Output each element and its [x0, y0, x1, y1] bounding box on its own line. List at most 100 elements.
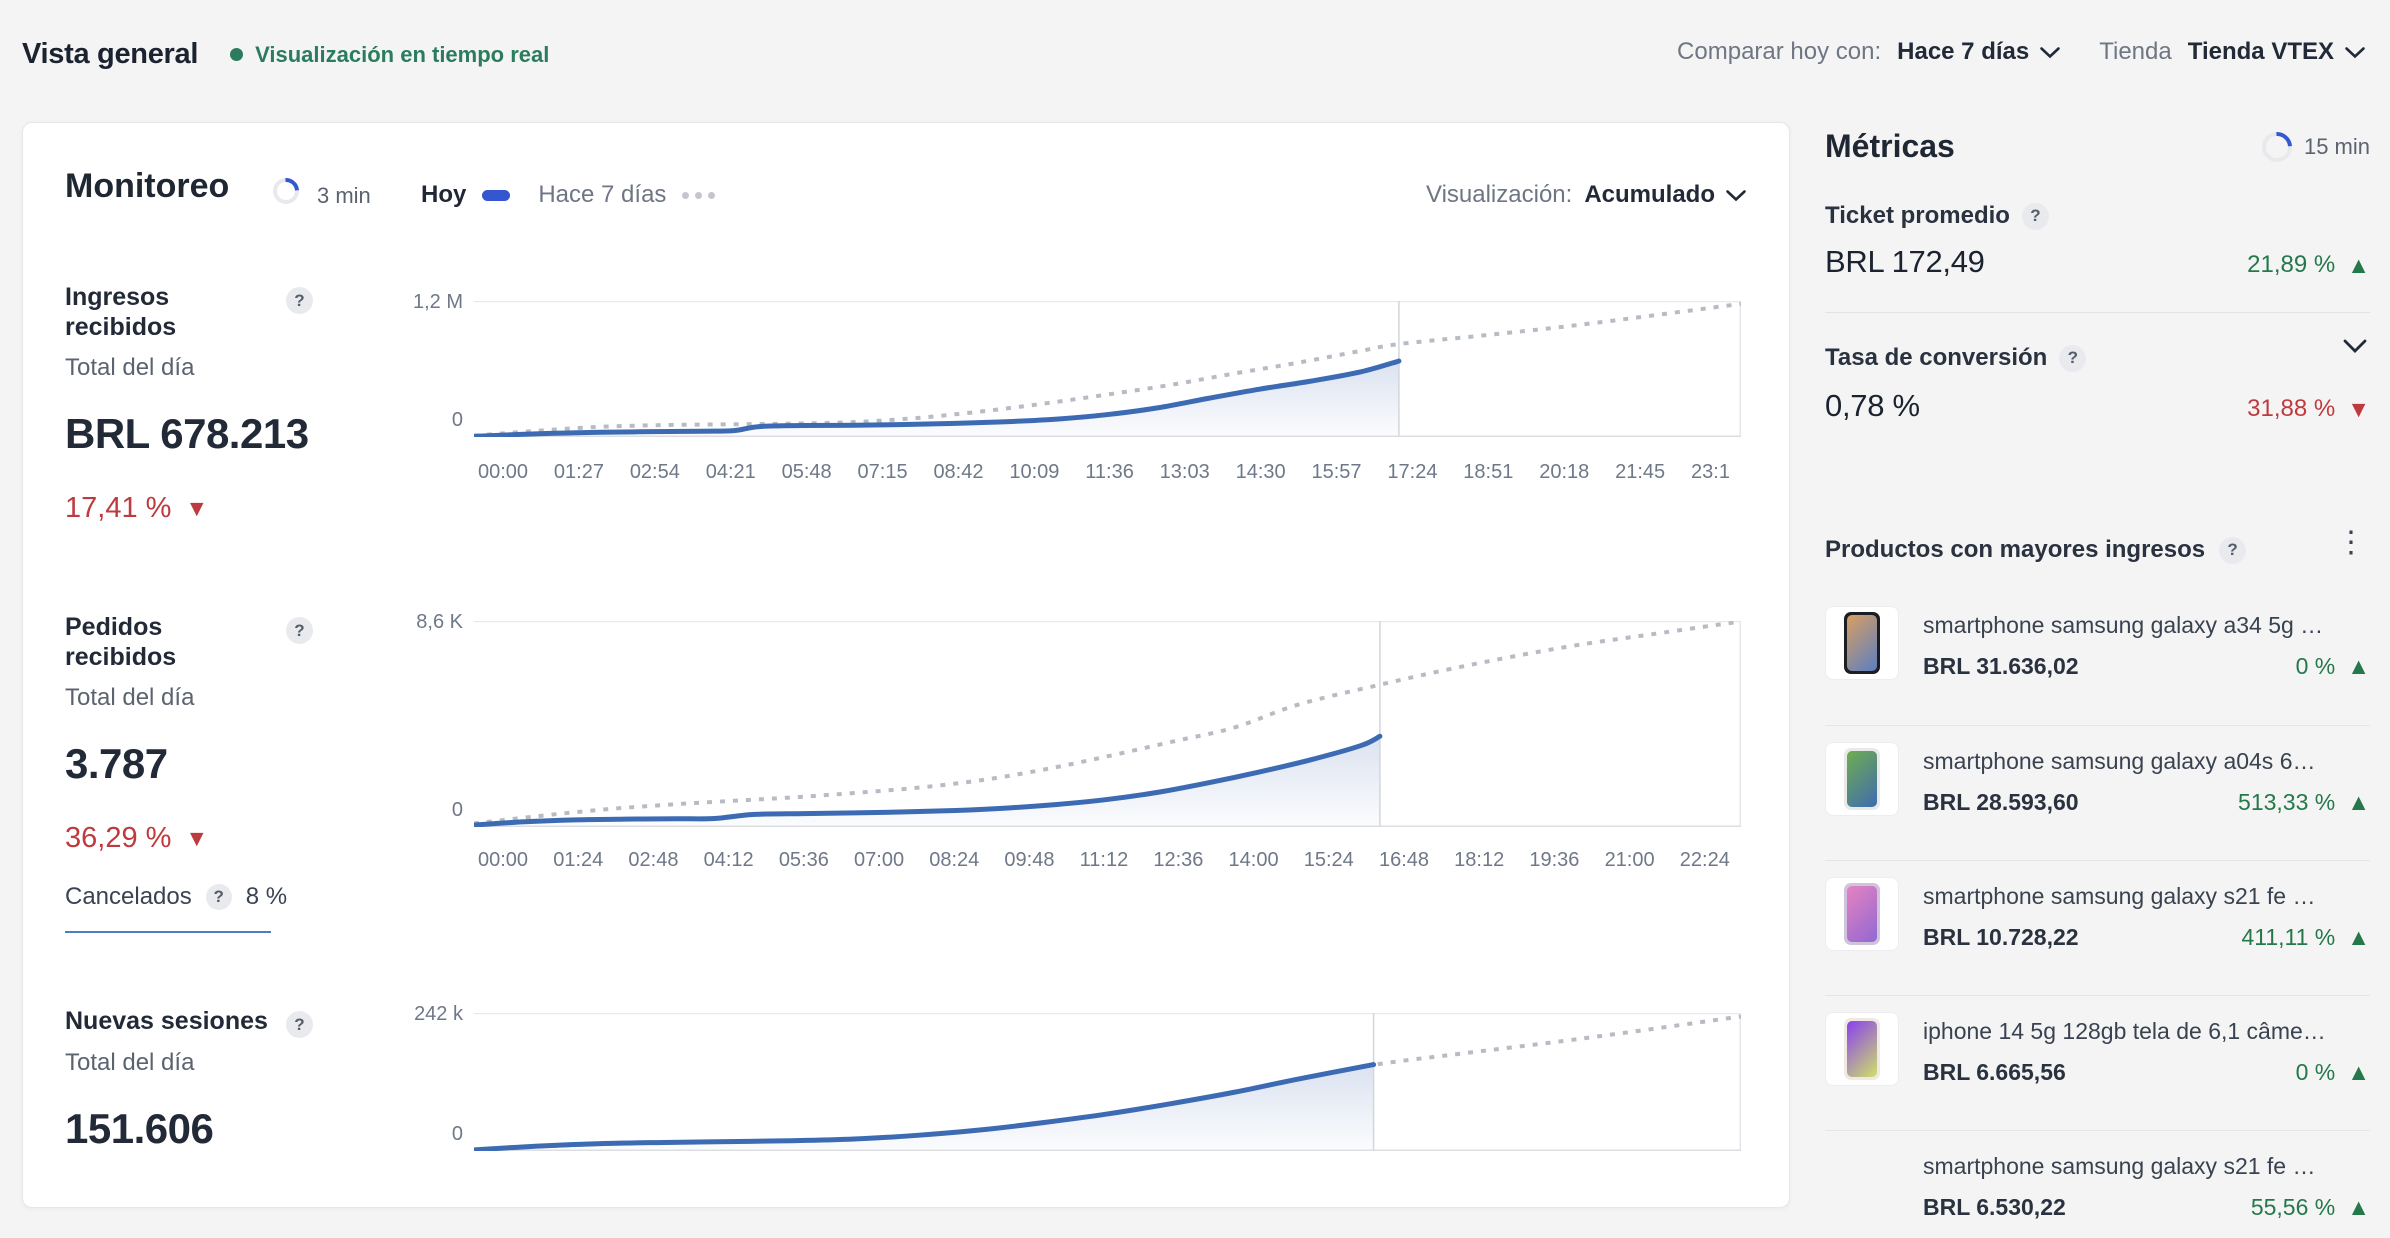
x-axis-tick: 13:03 — [1159, 461, 1210, 483]
monitoring-title: Monitoreo — [65, 167, 230, 205]
product-title: iphone 14 5g 128gb tela de 6,1 câme… — [1923, 1018, 2326, 1044]
store-value: Tienda VTEX — [2187, 38, 2334, 65]
x-axis-tick: 15:57 — [1311, 461, 1362, 483]
help-icon[interactable]: ? — [2021, 202, 2049, 230]
delta-value: 17,41 % — [65, 492, 172, 524]
product-row[interactable]: smartphone samsung galaxy s21 fe … BRL 6… — [1825, 1130, 2370, 1238]
stat-title: Ingresos recibidos — [65, 283, 177, 341]
delta-value: 55,56 % — [2250, 1194, 2336, 1220]
refresh-spinner-icon — [267, 172, 305, 210]
conversion-label: Tasa de conversión — [1825, 344, 2048, 371]
trend-down-icon: ▼ — [185, 495, 209, 521]
products-title: Productos con mayores ingresos — [1825, 536, 2206, 563]
live-dot-icon — [230, 48, 244, 61]
stat-value: 3.787 — [65, 740, 168, 787]
help-icon[interactable]: ? — [286, 1011, 313, 1038]
stat-subtitle: Total del día — [65, 1048, 195, 1076]
view-mode-value: Acumulado — [1584, 181, 1715, 208]
compare-dropdown[interactable]: Hace 7 días — [1897, 38, 2061, 66]
x-axis-tick: 11:12 — [1079, 849, 1129, 871]
x-axis-tick: 17:24 — [1387, 461, 1438, 483]
solid-line-legend-icon — [482, 189, 511, 201]
view-mode-label: Visualización: — [1426, 181, 1573, 208]
product-thumbnail — [1825, 606, 1899, 680]
product-delta: 513,33 % ▲ — [2238, 789, 2370, 816]
product-delta: 0 % ▲ — [2296, 653, 2370, 680]
product-row[interactable]: smartphone samsung galaxy a04s 6… BRL 28… — [1825, 725, 2370, 860]
stat-sesiones: Nuevas sesiones ? Total del día 151.606 — [65, 1007, 395, 1153]
cancelled-underline — [65, 931, 271, 933]
stat-subtitle: Total del día — [65, 684, 195, 711]
product-row[interactable]: smartphone samsung galaxy s21 fe … BRL 1… — [1825, 860, 2370, 995]
ticket-label-row: Ticket promedio ? — [1825, 202, 2049, 230]
help-icon[interactable]: ? — [2219, 536, 2247, 564]
y-axis-max-label: 8,6 K — [416, 611, 463, 633]
product-row[interactable]: iphone 14 5g 128gb tela de 6,1 câme… BRL… — [1825, 995, 2370, 1130]
legend-previous-label: Hace 7 días — [538, 181, 667, 208]
cancelled-row: Cancelados ? 8 % — [65, 883, 395, 911]
product-delta: 55,56 % ▲ — [2251, 1194, 2370, 1221]
refresh-spinner-icon — [2255, 125, 2299, 169]
x-axis-tick: 12:36 — [1153, 849, 1204, 871]
compare-label: Comparar hoy con: — [1677, 38, 1882, 65]
delta-value: 0 % — [2295, 1059, 2336, 1085]
x-axis-tick: 21:45 — [1615, 461, 1666, 483]
x-axis-tick: 22:24 — [1679, 849, 1730, 871]
delta-value: 0 % — [2295, 653, 2336, 679]
metrics-sidebar: Métricas 15 min Ticket promedio ? BRL 17… — [1825, 122, 2370, 1238]
delta-value: 36,29 % — [65, 822, 172, 854]
trend-up-icon: ▲ — [2347, 924, 2370, 950]
y-axis-min-label: 0 — [451, 409, 463, 431]
x-axis-tick: 02:48 — [628, 849, 679, 871]
header-controls: Comparar hoy con: Hace 7 días Tienda Tie… — [1677, 38, 2366, 66]
legend-today-label: Hoy — [421, 181, 467, 208]
product-price: BRL 31.636,02 — [1923, 653, 2079, 679]
delta-value: 21,89 % — [2247, 251, 2336, 278]
product-row[interactable]: smartphone samsung galaxy a34 5g … BRL 3… — [1825, 590, 2370, 725]
x-axis-tick: 15:24 — [1303, 849, 1354, 871]
today-line — [474, 733, 1383, 827]
view-mode-control: Visualización: Acumulado — [1426, 181, 1747, 209]
stat-value: 151.606 — [65, 1104, 214, 1152]
chevron-down-icon — [2039, 46, 2061, 59]
chevron-down-icon — [2344, 46, 2366, 59]
help-icon[interactable]: ? — [286, 617, 313, 644]
today-area-fill — [474, 361, 1399, 437]
x-axis-tick: 14:00 — [1228, 849, 1279, 871]
product-title: smartphone samsung galaxy s21 fe … — [1923, 1153, 2316, 1179]
collapse-chevron-icon[interactable] — [2342, 338, 2368, 359]
product-info: smartphone samsung galaxy a34 5g … BRL 3… — [1923, 606, 2370, 711]
compare-value: Hace 7 días — [1897, 38, 2030, 65]
trend-up-icon: ▲ — [2347, 653, 2370, 679]
trend-up-icon: ▲ — [2347, 1194, 2370, 1220]
x-axis-tick: 18:12 — [1454, 849, 1505, 871]
ticket-value-row: BRL 172,49 21,89 % ▲ — [1825, 244, 2370, 280]
y-axis-min-label: 0 — [451, 1123, 463, 1145]
product-price: BRL 6.665,56 — [1923, 1059, 2066, 1085]
product-price: BRL 10.728,22 — [1923, 924, 2079, 950]
view-mode-dropdown[interactable]: Acumulado — [1584, 181, 1747, 209]
product-thumbnail — [1825, 742, 1899, 816]
x-axis-tick: 05:36 — [778, 849, 829, 871]
chevron-down-icon — [1725, 189, 1747, 202]
y-axis-max-label: 1,2 M — [412, 291, 463, 313]
stat-title: Nuevas sesiones — [65, 1007, 268, 1035]
conversion-value-row: 0,78 % 31,88 % ▼ — [1825, 388, 2370, 424]
stat-delta: 17,41 % ▼ — [65, 492, 395, 525]
delta-value: 31,88 % — [2247, 395, 2336, 422]
x-axis-tick: 08:42 — [933, 461, 984, 483]
help-icon[interactable]: ? — [2059, 344, 2087, 372]
help-icon[interactable]: ? — [286, 287, 313, 314]
pedidos-chart — [474, 621, 1741, 827]
product-thumbnail — [1825, 877, 1899, 951]
today-line — [474, 1062, 1377, 1151]
x-axis-tick: 23:1 — [1691, 461, 1730, 483]
kebab-menu-icon[interactable]: ⋮ — [2336, 526, 2366, 559]
x-axis-labels: 00:00 01:27 02:54 04:21 05:48 07:15 08:42 10:09… — [478, 461, 1730, 484]
x-axis-tick: 20:18 — [1539, 461, 1590, 483]
today-area-fill — [474, 1064, 1374, 1151]
x-axis-tick: 10:09 — [1009, 461, 1060, 483]
help-icon[interactable]: ? — [205, 884, 232, 910]
store-dropdown[interactable]: Tienda VTEX — [2188, 38, 2366, 66]
